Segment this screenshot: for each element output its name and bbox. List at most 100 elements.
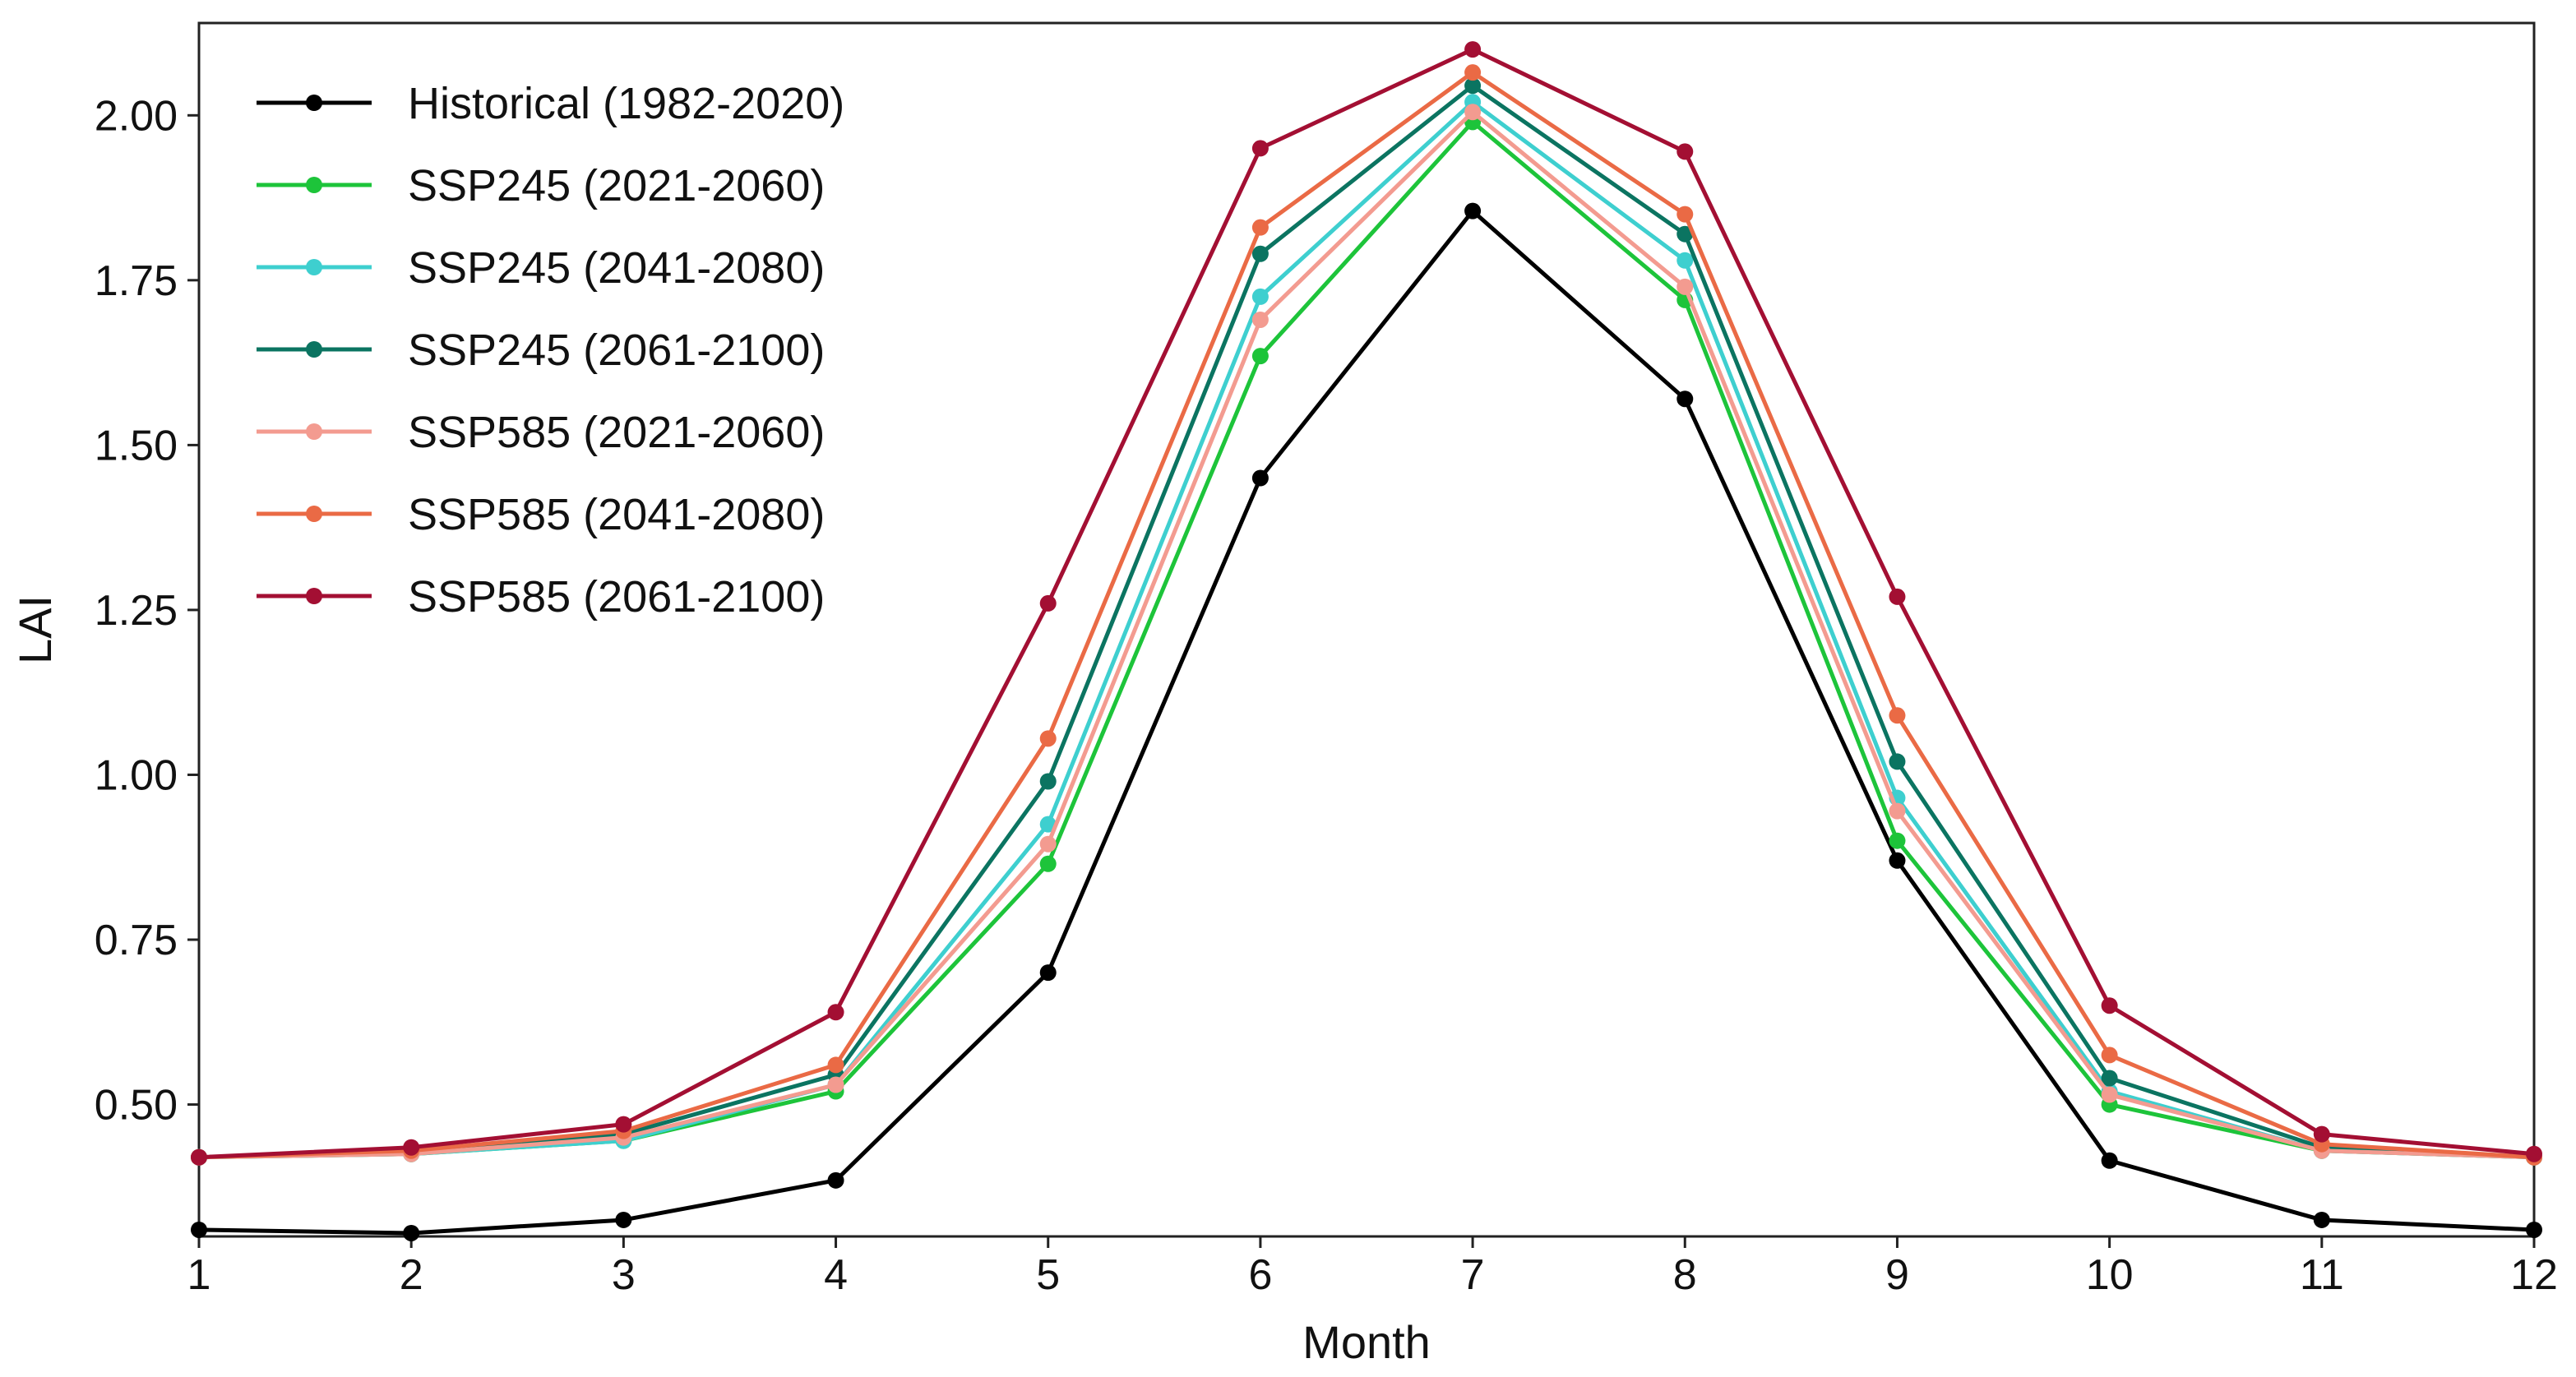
data-point — [1889, 707, 1906, 724]
series-line — [198, 109, 2535, 1160]
legend-label: SSP245 (2041-2080) — [408, 243, 825, 293]
legend-item: SSP585 (2061-2100) — [257, 572, 825, 621]
y-axis-title: LAI — [9, 595, 61, 664]
data-point — [1676, 225, 1694, 243]
data-point — [1889, 588, 1906, 605]
legend-label: SSP245 (2061-2100) — [408, 326, 825, 375]
legend-label: SSP585 (2041-2080) — [408, 490, 825, 539]
data-point — [1251, 245, 1269, 262]
data-point — [2101, 1070, 2118, 1087]
y-tick-label: 1.75 — [95, 257, 178, 305]
data-point — [1464, 41, 1482, 58]
series-line — [198, 99, 2535, 1160]
data-point — [615, 1211, 632, 1228]
data-point — [1464, 77, 1482, 95]
series-line — [198, 70, 2535, 1160]
data-point — [1039, 730, 1057, 747]
legend-item: SSP585 (2021-2060) — [257, 408, 825, 457]
legend-swatch-marker — [306, 177, 322, 193]
y-tick-label: 0.75 — [95, 917, 178, 964]
series-layer — [191, 41, 2542, 1241]
data-point — [2526, 1221, 2542, 1238]
data-point — [1251, 348, 1269, 365]
legend-item: SSP585 (2041-2080) — [257, 490, 825, 539]
data-point — [1251, 219, 1269, 236]
data-point — [827, 1076, 844, 1093]
x-tick-label: 11 — [2300, 1251, 2344, 1299]
legend-label: SSP585 (2061-2100) — [408, 572, 825, 621]
legend-swatch-marker — [306, 341, 322, 358]
data-point — [2101, 1047, 2118, 1064]
data-point — [1464, 64, 1482, 81]
data-point — [827, 1004, 844, 1021]
x-tick-label: 12 — [2510, 1251, 2558, 1299]
data-point — [1039, 773, 1057, 790]
data-point — [1039, 855, 1057, 872]
x-tick-label: 3 — [612, 1251, 636, 1299]
y-tick-label: 1.00 — [95, 751, 178, 799]
x-tick-label: 4 — [824, 1251, 848, 1299]
legend-label: SSP245 (2021-2060) — [408, 161, 825, 210]
data-point — [1676, 390, 1694, 408]
x-tick-label: 8 — [1673, 1251, 1697, 1299]
data-point — [2313, 1211, 2330, 1228]
x-tick-label: 9 — [1885, 1251, 1909, 1299]
data-point — [1676, 206, 1694, 223]
data-point — [1676, 252, 1694, 269]
data-point — [1039, 964, 1057, 982]
data-point — [1889, 753, 1906, 770]
series-line — [198, 209, 2535, 1236]
legend-swatch-marker — [306, 95, 322, 111]
data-point — [1889, 852, 1906, 869]
x-tick-label: 6 — [1248, 1251, 1272, 1299]
data-point — [2101, 1086, 2118, 1103]
data-point — [1039, 594, 1057, 612]
y-tick-label: 1.50 — [95, 422, 178, 469]
legend-item: Historical (1982-2020) — [257, 79, 844, 128]
data-point — [2526, 1145, 2542, 1162]
data-point — [1251, 140, 1269, 157]
legend-item: SSP245 (2021-2060) — [257, 161, 825, 210]
x-tick-label: 10 — [2086, 1251, 2134, 1299]
data-point — [1464, 202, 1482, 219]
legend-swatch-marker — [306, 588, 322, 604]
data-point — [403, 1224, 420, 1241]
y-tick-label: 2.00 — [95, 92, 178, 140]
data-point — [615, 1116, 632, 1133]
legend-item: SSP245 (2061-2100) — [257, 326, 825, 375]
x-tick-label: 2 — [400, 1251, 423, 1299]
data-point — [1039, 816, 1057, 833]
x-tick-label: 5 — [1036, 1251, 1060, 1299]
data-point — [1889, 802, 1906, 820]
legend-label: SSP585 (2021-2060) — [408, 408, 825, 457]
data-point — [403, 1139, 420, 1156]
legend-swatch-marker — [306, 506, 322, 522]
series-line — [198, 47, 2535, 1160]
y-axis: 0.50 0.75 1.00 1.25 1.50 1.75 2.00 — [95, 92, 199, 1130]
data-point — [2313, 1125, 2330, 1143]
data-point — [2101, 1152, 2118, 1169]
data-point — [1251, 311, 1269, 328]
x-axis-title: Month — [1302, 1316, 1431, 1368]
data-point — [1464, 104, 1482, 121]
data-point — [2101, 997, 2118, 1014]
data-point — [1251, 469, 1269, 487]
legend-swatch-marker — [306, 423, 322, 440]
series-6 — [191, 41, 2542, 1166]
data-point — [1676, 143, 1694, 160]
legend-item: SSP245 (2041-2080) — [257, 243, 825, 293]
x-tick-label: 1 — [187, 1251, 211, 1299]
series-0 — [191, 202, 2542, 1241]
data-point — [827, 1056, 844, 1074]
x-axis: 1 2 3 4 5 6 7 8 9 10 11 12 — [187, 1236, 2558, 1299]
legend-swatch-marker — [306, 259, 322, 275]
plot-area-frame — [197, 21, 2536, 1238]
data-point — [191, 1148, 207, 1166]
data-point — [191, 1221, 207, 1238]
legend: Historical (1982-2020) SSP245 (2021-2060)… — [257, 79, 844, 621]
data-point — [1889, 832, 1906, 849]
x-tick-label: 7 — [1461, 1251, 1485, 1299]
data-point — [1676, 278, 1694, 295]
data-point — [1251, 288, 1269, 305]
